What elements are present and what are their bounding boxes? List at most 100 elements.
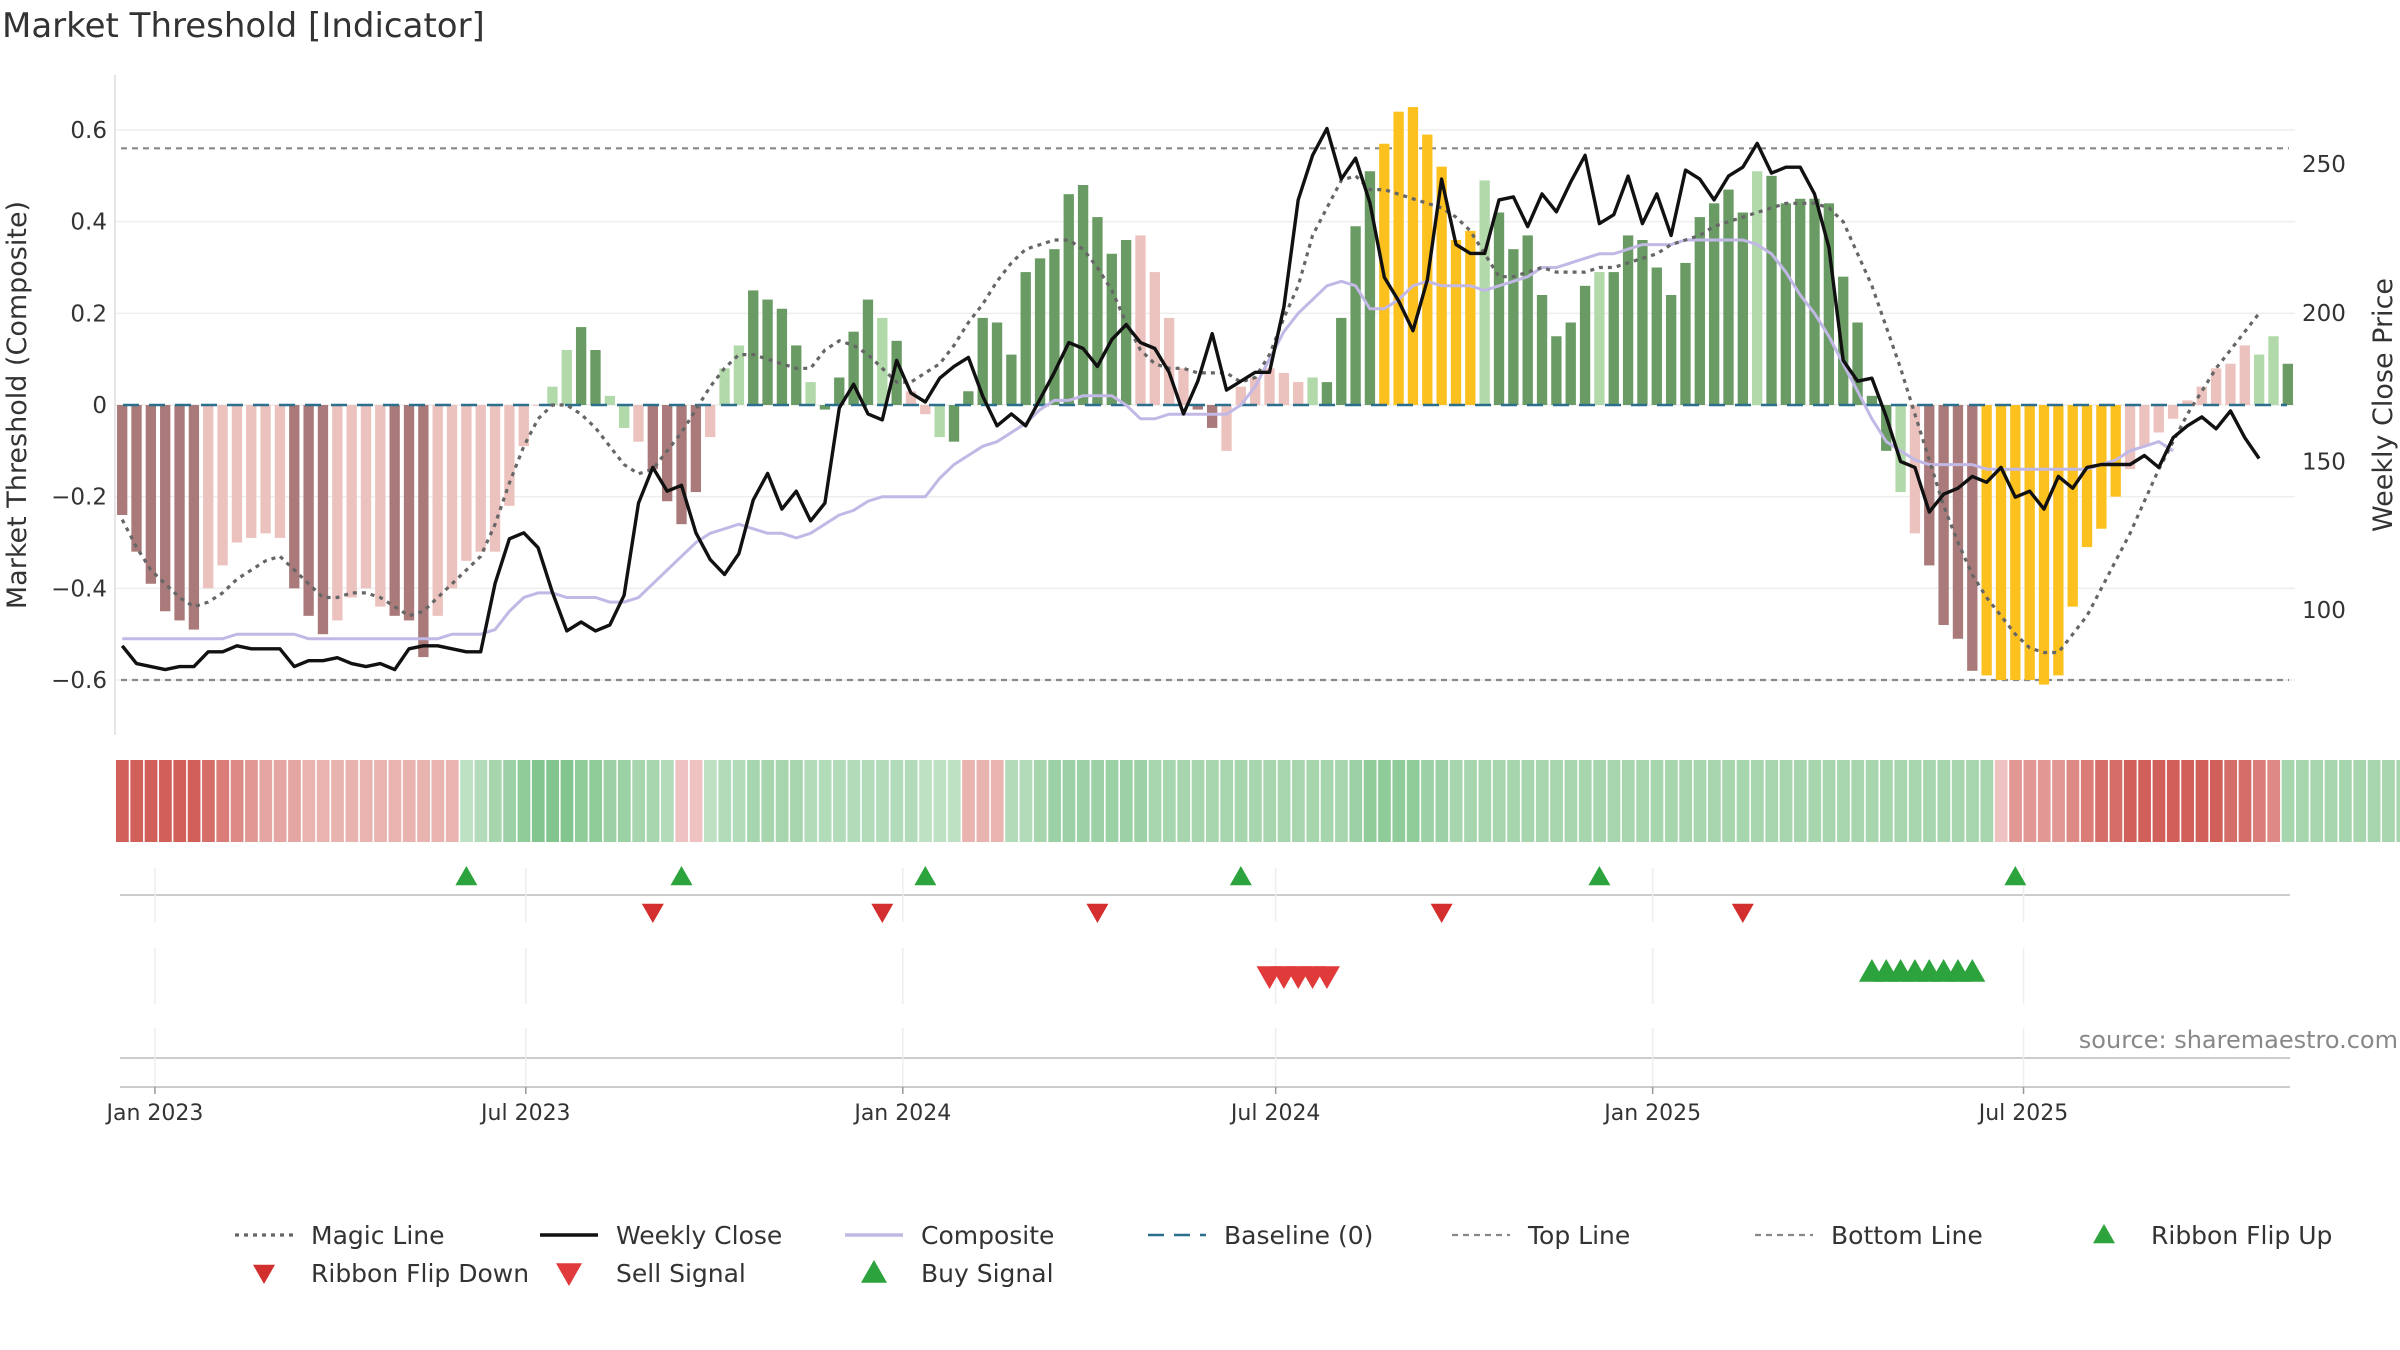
composite-bar <box>1092 217 1103 405</box>
composite-bar <box>389 405 400 616</box>
y-tick-left-label: 0.4 <box>70 210 107 236</box>
ribbon-cell <box>1320 760 1334 842</box>
composite-bar <box>1780 203 1792 405</box>
ribbon-cell <box>2252 760 2266 842</box>
composite-bar <box>303 405 314 616</box>
ribbon-cell <box>445 760 459 842</box>
ribbon-cell <box>603 760 617 842</box>
ribbon-cell <box>2353 760 2367 842</box>
ribbon-cell <box>1664 760 1678 842</box>
ribbon-cell <box>833 760 846 842</box>
ribbon-cell <box>1134 760 1148 842</box>
composite-bar <box>1924 405 1935 566</box>
ribbon-flip-up-marker <box>2004 866 2027 886</box>
composite-bar <box>547 386 558 405</box>
ribbon-cell <box>2396 760 2400 842</box>
composite-bar <box>375 405 386 607</box>
composite-bar <box>1006 354 1017 405</box>
composite-bar <box>1336 317 1347 405</box>
composite-bar <box>891 340 902 405</box>
ribbon-cell <box>288 760 301 842</box>
composite-bar <box>647 405 658 470</box>
ribbon-cell <box>2324 760 2338 842</box>
ribbon-cell <box>1249 760 1262 842</box>
legend-item: Bottom Line <box>1755 1221 1983 1250</box>
ribbon-cell <box>2281 760 2295 842</box>
composite-bar <box>2268 336 2279 405</box>
ribbon-cell <box>2166 760 2180 842</box>
ribbon-cell <box>460 760 473 842</box>
ribbon-cell <box>159 760 172 842</box>
composite-bar <box>1450 240 1462 405</box>
ribbon-flip-down-marker <box>641 903 664 923</box>
y-tick-left-label: −0.4 <box>51 576 107 602</box>
magic-line <box>120 173 2261 655</box>
composite-bar <box>1307 377 1318 405</box>
ribbon-cell <box>1679 760 1693 842</box>
ribbon-cell <box>632 760 646 842</box>
composite-bar <box>1178 368 1189 405</box>
y-tick-right-label: 100 <box>2302 598 2346 624</box>
composite-bar <box>1938 405 1949 625</box>
ribbon-cell <box>1966 760 1979 842</box>
legend-handle-buy-signal <box>861 1260 887 1283</box>
composite-bar <box>2210 368 2222 405</box>
ribbon-cell <box>230 760 244 842</box>
ribbon-cell <box>574 760 588 842</box>
composite-bar <box>1020 272 1031 405</box>
composite-bar <box>1077 185 1089 405</box>
ribbon-cell <box>1191 760 1205 842</box>
ribbon-cell <box>359 760 373 842</box>
composite-bar <box>475 405 486 552</box>
ribbon-cell <box>388 760 402 842</box>
ribbon-cell <box>1177 760 1191 842</box>
ribbon-cell <box>2052 760 2065 842</box>
ribbon-cell <box>1062 760 1076 842</box>
composite-bar <box>2067 405 2078 607</box>
ribbon-cell <box>990 760 1004 842</box>
composite-bar <box>2139 405 2150 447</box>
ribbon-cell <box>1162 760 1176 842</box>
y-tick-left-label: 0.2 <box>70 301 107 327</box>
ribbon-cell <box>1392 760 1406 842</box>
composite-bar <box>289 405 300 589</box>
ribbon-cell <box>876 760 889 842</box>
composite-bar <box>489 405 501 552</box>
ribbon-cell <box>1822 760 1836 842</box>
ribbon-cell <box>1593 760 1606 842</box>
ribbon-cell <box>818 760 832 842</box>
ribbon-cell <box>2023 760 2037 842</box>
ribbon-cell <box>546 760 560 842</box>
ribbon-cell <box>316 760 330 842</box>
composite-bar <box>1594 272 1605 405</box>
ribbon-cell <box>1564 760 1578 842</box>
composite-bar <box>920 405 931 415</box>
x-tick-label: Jul 2023 <box>479 1101 571 1126</box>
ribbon-cell <box>417 760 430 842</box>
composite-bar <box>461 405 472 561</box>
composite-bar <box>1106 253 1117 405</box>
y-tick-left-label: 0.6 <box>70 118 107 144</box>
legend-label: Baseline (0) <box>1224 1221 1373 1250</box>
legend-label: Bottom Line <box>1831 1221 1983 1250</box>
composite-bar <box>217 405 228 566</box>
composite-bar <box>1049 249 1060 405</box>
composite-bar <box>948 405 960 442</box>
composite-bar <box>2024 405 2035 680</box>
ribbon-cell <box>560 760 574 842</box>
ribbon-cell <box>2123 760 2137 842</box>
ribbon-flip-down-marker <box>1430 903 1453 923</box>
composite-bar <box>1163 317 1175 405</box>
ribbon-cell <box>1535 760 1549 842</box>
ribbon-cell <box>1478 760 1492 842</box>
ribbon-cell <box>747 760 760 842</box>
composite-bar <box>418 405 429 658</box>
legend-item: Top Line <box>1452 1221 1630 1250</box>
ribbon-cell <box>1406 760 1420 842</box>
composite-bar <box>1350 226 1361 405</box>
ribbon-cell <box>1521 760 1535 842</box>
ribbon-cell <box>617 760 631 842</box>
ribbon-cell <box>2066 760 2080 842</box>
composite-bar <box>2239 345 2250 405</box>
